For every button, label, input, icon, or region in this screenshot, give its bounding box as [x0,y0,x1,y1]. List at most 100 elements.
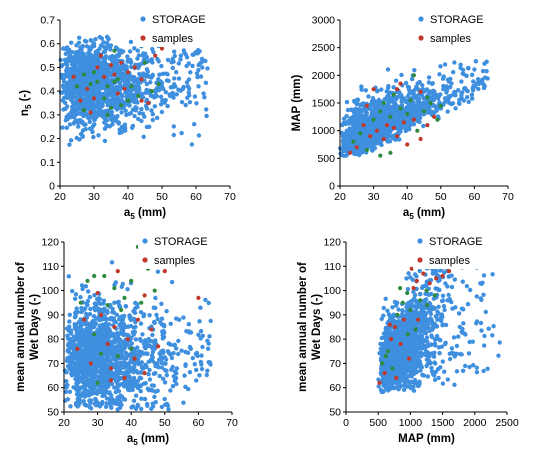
sample-point [92,96,96,100]
y-tick-label: 110 [42,261,59,273]
x-tick-label: 30 [88,191,100,203]
storage-point [109,43,113,47]
storage-point [67,48,71,52]
y-tick-label: 80 [47,334,59,346]
sample-point [116,91,120,95]
storage-point [421,124,425,128]
sample-point [136,94,140,98]
sample-point [92,70,96,74]
storage-point [190,142,194,146]
storage-point [71,104,75,108]
storage-point [458,66,462,70]
storage-point [74,43,78,47]
storage-point [67,325,71,329]
storage-point [78,362,82,366]
sample-point [422,109,426,113]
storage-point [156,270,160,274]
storage-point [151,73,155,77]
storage-point [155,94,159,98]
storage-point [166,58,170,62]
storage-point [65,359,69,363]
sample-point [85,87,89,91]
storage-point [100,84,104,88]
storage-point [115,336,119,340]
storage-point [209,319,213,323]
x-tick-label: 40 [125,417,137,429]
sample-point [395,87,399,91]
storage-point [123,129,127,133]
storage-point [352,132,356,136]
sample-point [102,274,106,278]
storage-point [152,395,156,399]
storage-point [174,371,178,375]
storage-point [94,50,98,54]
sample-point [435,118,439,122]
storage-point [475,366,479,370]
storage-point [163,380,167,384]
storage-point [404,81,408,85]
storage-point [68,404,72,408]
sample-point [139,301,143,305]
storage-point [81,83,85,87]
storage-point [113,97,117,101]
storage-point [108,403,112,407]
storage-point [84,403,88,407]
sample-point [412,118,416,122]
sample-point [75,347,79,351]
storage-point [119,403,123,407]
sample-point [398,106,402,110]
storage-point [126,370,130,374]
storage-point [81,357,85,361]
storage-point [394,79,398,83]
storage-point [84,284,88,288]
legend-samples-marker [142,257,147,262]
storage-point [364,88,368,92]
storage-point [102,330,106,334]
storage-point [449,102,453,106]
legend-samples-label: samples [152,33,193,45]
storage-point [169,60,173,64]
storage-point [100,362,104,366]
storage-point [66,91,70,95]
storage-point [204,81,208,85]
storage-point [118,393,122,397]
storage-series [376,247,502,394]
storage-point [197,63,201,67]
storage-point [399,73,403,77]
storage-point [94,403,98,407]
storage-point [145,82,149,86]
storage-point [103,139,107,143]
storage-point [146,69,150,73]
storage-point [205,339,209,343]
storage-point [65,69,69,73]
storage-point [80,77,84,81]
y-tick-label: 60 [47,382,59,394]
sample-point [112,80,116,84]
storage-point [471,363,475,367]
y-axis-label: n5 (-) [19,90,33,116]
storage-point [351,122,355,126]
storage-point [343,149,347,153]
storage-point [80,66,84,70]
storage-point [198,306,202,310]
storage-point [208,360,212,364]
storage-point [391,98,395,102]
sample-point [82,72,86,76]
y-tick-label: 0.3 [40,109,55,121]
storage-point [63,87,67,91]
y-tick-label: 0.5 [40,62,55,74]
storage-point [398,111,402,115]
sample-point [358,131,362,135]
storage-point [146,372,150,376]
storage-point [88,367,92,371]
storage-point [171,384,175,388]
storage-point [101,40,105,44]
storage-point [95,297,99,301]
storage-point [106,372,110,376]
sample-point [75,84,79,88]
x-tick-label: 30 [368,191,380,203]
storage-point [142,365,146,369]
storage-point [166,407,170,411]
y-axis-label: MAP (mm) [291,75,303,132]
storage-point [168,388,172,392]
